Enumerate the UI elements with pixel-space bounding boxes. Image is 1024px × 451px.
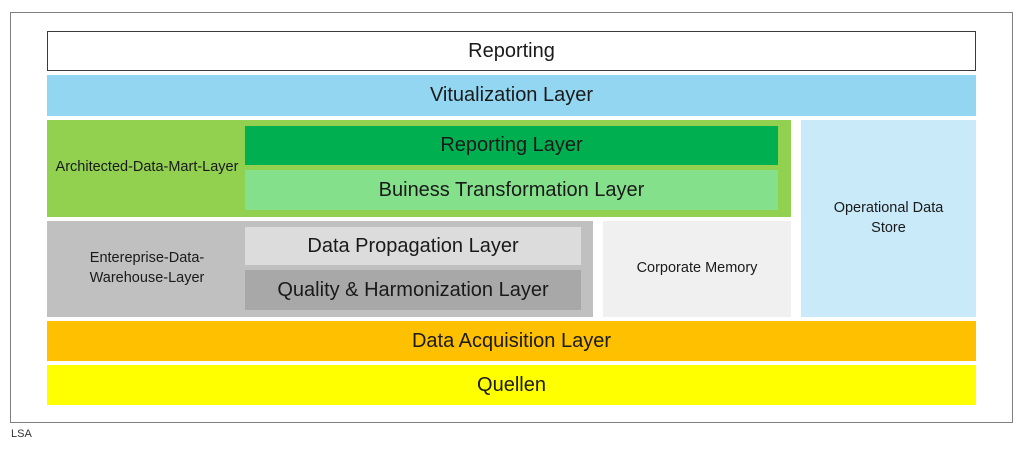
reporting-box: Reporting bbox=[47, 31, 976, 71]
architected-data-mart-layer-label: Architected-Data-Mart-Layer bbox=[55, 159, 239, 176]
data-propagation-layer-label: Data Propagation Layer bbox=[307, 234, 519, 257]
virtualization-layer-label: Vitualization Layer bbox=[429, 84, 594, 106]
enterprise-data-warehouse-layer-label: Entereprise-Data-Warehouse-Layer bbox=[89, 250, 205, 286]
business-transformation-layer-label: Buiness Transformation Layer bbox=[378, 178, 645, 201]
operational-data-store-box: Operational Data Store bbox=[801, 120, 976, 317]
data-acquisition-layer-box: Data Acquisition Layer bbox=[47, 321, 976, 361]
caption: LSA bbox=[11, 428, 32, 440]
quellen-label: Quellen bbox=[477, 373, 546, 396]
reporting-label: Reporting bbox=[468, 39, 555, 62]
enterprise-data-warehouse-layer-label-container: Entereprise-Data-Warehouse-Layer bbox=[52, 225, 242, 313]
data-acquisition-layer-label: Data Acquisition Layer bbox=[411, 329, 611, 352]
corporate-memory-box: Corporate Memory bbox=[603, 221, 791, 317]
business-transformation-layer-box: Buiness Transformation Layer bbox=[245, 170, 778, 210]
architected-data-mart-layer-label-container: Architected-Data-Mart-Layer bbox=[52, 124, 242, 212]
reporting-layer-label: Reporting Layer bbox=[440, 134, 583, 156]
quellen-box: Quellen bbox=[47, 365, 976, 405]
quality-harmonization-layer-box: Quality & Harmonization Layer bbox=[245, 270, 581, 310]
data-propagation-layer-box: Data Propagation Layer bbox=[245, 227, 581, 265]
operational-data-store-label: Operational Data Store bbox=[833, 199, 944, 236]
virtualization-layer-box: Vitualization Layer bbox=[47, 75, 976, 116]
corporate-memory-label: Corporate Memory bbox=[636, 260, 758, 277]
quality-harmonization-layer-label: Quality & Harmonization Layer bbox=[277, 278, 549, 301]
reporting-layer-box: Reporting Layer bbox=[245, 126, 778, 165]
